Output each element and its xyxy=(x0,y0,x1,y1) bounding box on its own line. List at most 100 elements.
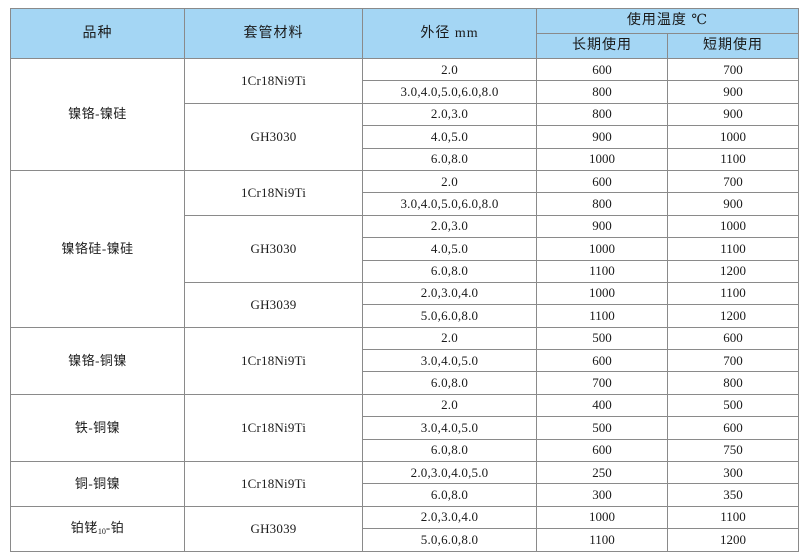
cell-long-term-temperature: 600 xyxy=(536,438,668,463)
cell-long-term-temperature: 300 xyxy=(536,483,668,507)
cell-short-term-temperature: 1100 xyxy=(667,237,799,261)
cell-sheath-material: 1Cr18Ni9Ti xyxy=(184,461,363,507)
cell-outer-diameter: 2.0,3.0 xyxy=(362,102,537,127)
cell-outer-diameter: 2.0 xyxy=(362,393,537,418)
cell-long-term-temperature: 250 xyxy=(536,461,668,485)
table-row: 6.0,8.0 600 750 xyxy=(11,438,799,463)
cell-short-term-temperature: 1200 xyxy=(667,528,799,552)
cell-outer-diameter: 6.0,8.0 xyxy=(362,438,537,463)
column-header-long-term: 长期使用 xyxy=(536,33,668,59)
cell-short-term-temperature: 300 xyxy=(667,461,799,485)
table-row: 6.0,8.0 1000 1100 xyxy=(11,147,799,171)
cell-long-term-temperature: 700 xyxy=(536,371,668,395)
table-row: GH3030 2.0,3.0 800 900 xyxy=(11,102,799,171)
table-row: 镍铬-铜镍 1Cr18Ni9Ti 2.0 500 600 xyxy=(10,326,799,395)
table-row: 4.0,5.0 900 1000 xyxy=(11,125,799,149)
table-row: 铂铑10-铂 GH3039 2.0,3.0,4.0 1000 1100 xyxy=(10,505,799,552)
cell-long-term-temperature: 1000 xyxy=(536,505,668,530)
table-row: GH3030 2.0,3.0 900 1000 xyxy=(11,214,799,283)
header-row-primary: 品种 套管材料 外径 mm 使用温度 ℃ xyxy=(10,8,799,59)
table-row: 6.0,8.0 300 350 xyxy=(11,483,799,507)
table-row: 3.0,4.0,5.0,6.0,8.0 800 900 xyxy=(11,80,799,104)
table-body: 镍铬-镍硅 1Cr18Ni9Ti 2.0 600 700 3.0,4.0,5.0,6.0,… xyxy=(10,57,799,552)
cell-outer-diameter: 2.0 xyxy=(362,57,537,82)
cell-outer-diameter: 4.0,5.0 xyxy=(362,125,537,149)
cell-outer-diameter: 2.0,3.0 xyxy=(362,214,537,239)
cell-short-term-temperature: 1200 xyxy=(667,259,799,283)
variety-text: 铂铑 xyxy=(70,519,98,535)
cell-long-term-temperature: 1000 xyxy=(536,147,668,171)
cell-long-term-temperature: 600 xyxy=(536,349,668,373)
cell-short-term-temperature: 600 xyxy=(667,416,799,440)
header-row-secondary: 长期使用 短期使用 xyxy=(11,33,799,59)
cell-outer-diameter: 6.0,8.0 xyxy=(362,483,537,507)
cell-outer-diameter: 2.0,3.0,4.0,5.0 xyxy=(362,461,537,485)
cell-short-term-temperature: 700 xyxy=(667,349,799,373)
table-row: 5.0,6.0,8.0 1100 1200 xyxy=(11,304,799,328)
cell-short-term-temperature: 1000 xyxy=(667,214,799,239)
cell-variety: 铜-铜镍 xyxy=(10,461,185,507)
cell-outer-diameter: 2.0 xyxy=(362,326,537,351)
cell-long-term-temperature: 800 xyxy=(536,80,668,104)
cell-outer-diameter: 6.0,8.0 xyxy=(362,371,537,395)
table-row: 4.0,5.0 1000 1100 xyxy=(11,237,799,261)
cell-short-term-temperature: 1200 xyxy=(667,304,799,328)
cell-long-term-temperature: 500 xyxy=(536,416,668,440)
cell-short-term-temperature: 700 xyxy=(667,57,799,82)
cell-outer-diameter: 2.0,3.0,4.0 xyxy=(362,281,537,306)
cell-long-term-temperature: 800 xyxy=(536,192,668,216)
cell-sheath-material: 1Cr18Ni9Ti xyxy=(184,169,363,216)
cell-short-term-temperature: 900 xyxy=(667,80,799,104)
table-row: 铜-铜镍 1Cr18Ni9Ti 2.0,3.0,4.0,5.0 250 300 xyxy=(10,461,799,507)
table-row: 6.0,8.0 700 800 xyxy=(11,371,799,395)
cell-outer-diameter: 2.0 xyxy=(362,169,537,194)
table-row: 3.0,4.0,5.0 500 600 xyxy=(11,416,799,440)
cell-long-term-temperature: 900 xyxy=(536,125,668,149)
cell-outer-diameter: 2.0,3.0,4.0 xyxy=(362,505,537,530)
cell-long-term-temperature: 1100 xyxy=(536,259,668,283)
cell-outer-diameter: 5.0,6.0,8.0 xyxy=(362,304,537,328)
column-header-service-temperature: 使用温度 ℃ xyxy=(536,8,799,34)
column-header-short-term: 短期使用 xyxy=(667,33,799,59)
cell-short-term-temperature: 750 xyxy=(667,438,799,463)
cell-long-term-temperature: 1100 xyxy=(536,528,668,552)
column-header-sheath-material: 套管材料 xyxy=(184,8,363,59)
cell-long-term-temperature: 1100 xyxy=(536,304,668,328)
cell-short-term-temperature: 1100 xyxy=(667,147,799,171)
variety-text-tail: -铂 xyxy=(105,519,125,535)
cell-outer-diameter: 3.0,4.0,5.0 xyxy=(362,416,537,440)
column-header-variety: 品种 xyxy=(10,8,185,59)
cell-sheath-material: 1Cr18Ni9Ti xyxy=(184,58,363,104)
table-row: 镍铬-镍硅 1Cr18Ni9Ti 2.0 600 700 xyxy=(10,57,799,171)
cell-short-term-temperature: 900 xyxy=(667,192,799,216)
cell-variety: 铁-铜镍 xyxy=(10,393,185,463)
cell-long-term-temperature: 900 xyxy=(536,214,668,239)
cell-outer-diameter: 6.0,8.0 xyxy=(362,259,537,283)
cell-short-term-temperature: 800 xyxy=(667,371,799,395)
cell-short-term-temperature: 600 xyxy=(667,326,799,351)
column-header-outer-diameter: 外径 mm xyxy=(362,8,537,59)
cell-sheath-material: GH3039 xyxy=(184,505,363,552)
cell-outer-diameter: 3.0,4.0,5.0 xyxy=(362,349,537,373)
cell-sheath-material: 1Cr18Ni9Ti xyxy=(184,326,363,395)
cell-long-term-temperature: 1000 xyxy=(536,237,668,261)
cell-short-term-temperature: 900 xyxy=(667,102,799,127)
cell-short-term-temperature: 500 xyxy=(667,393,799,418)
thermocouple-spec-table: 品种 套管材料 外径 mm 使用温度 ℃ 长期使用 短期使用 镍铬-镍硅 1Cr1… xyxy=(10,8,799,552)
cell-short-term-temperature: 1100 xyxy=(667,505,799,530)
cell-sheath-material: GH3030 xyxy=(184,102,363,171)
cell-short-term-temperature: 700 xyxy=(667,169,799,194)
cell-sheath-material: 1Cr18Ni9Ti xyxy=(184,393,363,463)
cell-outer-diameter: 3.0,4.0,5.0,6.0,8.0 xyxy=(362,192,537,216)
cell-sheath-material: GH3030 xyxy=(184,214,363,283)
cell-variety: 镍铬硅-镍硅 xyxy=(10,169,185,328)
cell-outer-diameter: 6.0,8.0 xyxy=(362,147,537,171)
table-row: 3.0,4.0,5.0,6.0,8.0 800 900 xyxy=(11,192,799,216)
cell-long-term-temperature: 600 xyxy=(536,169,668,194)
cell-short-term-temperature: 1000 xyxy=(667,125,799,149)
table-row: 6.0,8.0 1100 1200 xyxy=(11,259,799,283)
cell-long-term-temperature: 800 xyxy=(536,102,668,127)
cell-short-term-temperature: 350 xyxy=(667,483,799,507)
table-row: 铁-铜镍 1Cr18Ni9Ti 2.0 400 500 xyxy=(10,393,799,463)
variety-subscript: 10 xyxy=(97,526,106,536)
